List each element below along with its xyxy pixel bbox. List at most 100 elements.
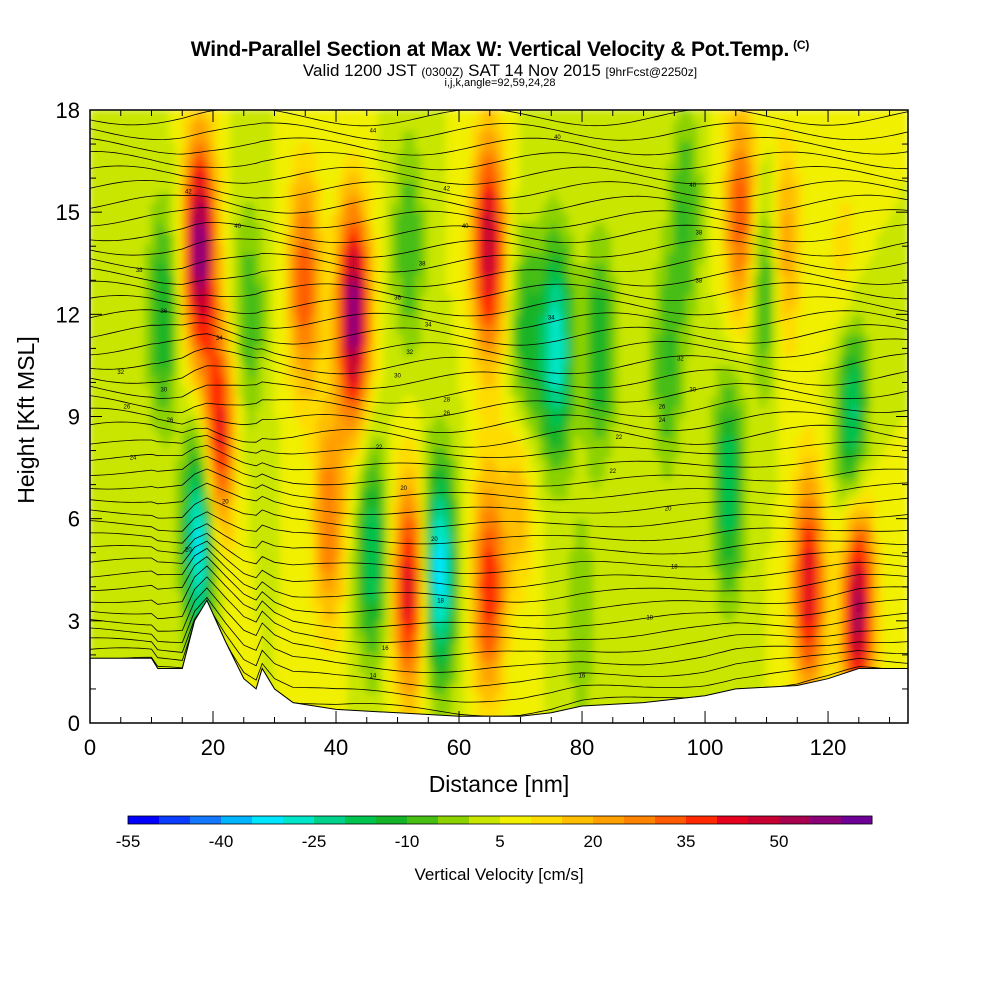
- pot-temp-contour: [90, 511, 908, 545]
- pot-temp-contour: [90, 333, 908, 360]
- pot-temp-contour: [90, 207, 908, 229]
- pot-temp-contour: [90, 587, 908, 658]
- pot-temp-contour: [90, 222, 908, 244]
- terrain-mask: [89, 599, 909, 724]
- y-tick-label: 18: [56, 98, 80, 123]
- pot-temp-contour: [90, 497, 908, 530]
- pot-temp-contour: [90, 468, 908, 501]
- colorbar-swatch: [345, 816, 377, 824]
- x-axis: 0 20 40 60 80 100 120: [84, 110, 891, 760]
- contour-label: 26: [443, 411, 450, 417]
- contour-label: 40: [462, 224, 469, 230]
- pot-temp-contour: [90, 599, 908, 688]
- subtitle-forecast: [9hrFcst@2250z]: [605, 65, 698, 79]
- contour-label: 20: [222, 500, 229, 506]
- colorbar-swatch: [221, 816, 253, 824]
- x-tick-label: 20: [201, 735, 225, 760]
- contour-label: 38: [696, 231, 703, 237]
- colorbar-swatch: [531, 816, 563, 824]
- colorbar-tick-label: -25: [302, 832, 327, 851]
- colorbar-tick-label: -10: [395, 832, 420, 851]
- colorbar-swatch: [314, 816, 346, 824]
- contour-label: 16: [382, 646, 389, 652]
- pot-temp-contour: [90, 238, 908, 258]
- y-tick-label: 12: [56, 302, 80, 327]
- y-tick-label: 6: [68, 507, 80, 532]
- colorbar-swatch: [779, 816, 811, 824]
- contour-label: 16: [579, 673, 586, 679]
- pot-temp-contour: [90, 576, 908, 643]
- contour-label: 42: [443, 186, 450, 192]
- colorbar-swatch: [500, 816, 532, 824]
- x-axis-label: Distance [nm]: [429, 771, 570, 797]
- y-tick-label: 3: [68, 609, 80, 634]
- pot-temp-contour: [90, 381, 908, 404]
- pot-temp-contour: [90, 455, 908, 487]
- contour-label: 20: [185, 547, 192, 553]
- contour-label: 30: [689, 387, 696, 393]
- colorbar-tick-label: 35: [677, 832, 696, 851]
- contour-label: 26: [124, 404, 131, 410]
- y-tick-label: 0: [68, 711, 80, 736]
- y-tick-label: 9: [68, 405, 80, 430]
- pot-temp-contour: [90, 295, 908, 317]
- contour-label: 32: [406, 350, 413, 356]
- contour-label: 40: [234, 224, 241, 230]
- subtitle-utc: (0300Z): [421, 65, 464, 79]
- pot-temp-contour: [90, 179, 908, 200]
- contour-label: 36: [394, 295, 401, 301]
- pot-temp-contour: [90, 309, 908, 332]
- contour-label: 38: [696, 278, 703, 284]
- contour-label: 18: [437, 598, 444, 604]
- x-tick-label: 100: [687, 735, 724, 760]
- chart-title-mark: (C): [793, 38, 810, 52]
- colorbar-tick-label: -40: [209, 832, 234, 851]
- contour-label: 22: [609, 469, 616, 475]
- contour-label: 20: [431, 537, 438, 543]
- y-tick-label: 15: [56, 200, 80, 225]
- colorbar-swatch: [469, 816, 501, 824]
- contour-label: 30: [394, 374, 401, 380]
- colorbar-swatch: [407, 816, 439, 824]
- pot-temp-contour: [90, 322, 908, 346]
- colorbar-swatch: [128, 816, 160, 824]
- colorbar-swatch: [190, 816, 222, 824]
- x-tick-label: 60: [447, 735, 471, 760]
- pot-temp-contour: [90, 434, 908, 458]
- colorbar-swatch: [593, 816, 625, 824]
- contour-label: 34: [216, 336, 223, 342]
- colorbar-swatch: [717, 816, 749, 824]
- contour-label: 28: [443, 397, 450, 403]
- pot-temp-contour: [90, 150, 908, 171]
- colorbar-swatch: [624, 816, 656, 824]
- contour-label: 40: [689, 183, 696, 189]
- pot-temp-contour: [90, 540, 908, 589]
- pot-temp-contour: [90, 596, 908, 673]
- pot-temp-contour: [90, 280, 908, 302]
- pot-temp-contour: [90, 194, 908, 215]
- pot-temp-contour: [90, 252, 908, 273]
- x-tick-label: 120: [810, 735, 847, 760]
- colorbar-tick-label: 5: [495, 832, 504, 851]
- colorbar-swatch: [686, 816, 718, 824]
- pot-temp-contour: [90, 523, 908, 560]
- colorbar-frame: [127, 815, 873, 825]
- colorbar-swatch: [438, 816, 470, 824]
- contour-label: 14: [370, 673, 377, 679]
- pot-temp-contour: [90, 556, 908, 617]
- contour-label: 38: [136, 268, 143, 274]
- colorbar: -55 -40 -25 -10 5 20 35 50: [116, 815, 873, 851]
- colorbar-swatch: [841, 816, 873, 824]
- colorbar-swatch: [376, 816, 408, 824]
- contour-label: 38: [419, 261, 426, 267]
- contour-label: 22: [616, 435, 623, 441]
- pot-temp-contour: [90, 565, 908, 630]
- pot-temp-contour: [90, 395, 908, 419]
- pot-temp-contour: [90, 444, 908, 473]
- contour-label: 40: [554, 135, 561, 141]
- pot-temp-contour: [90, 165, 908, 185]
- contour-label: 26: [167, 418, 174, 424]
- pot-temp-contour: [90, 482, 908, 515]
- pot-temp-contour: [90, 110, 908, 127]
